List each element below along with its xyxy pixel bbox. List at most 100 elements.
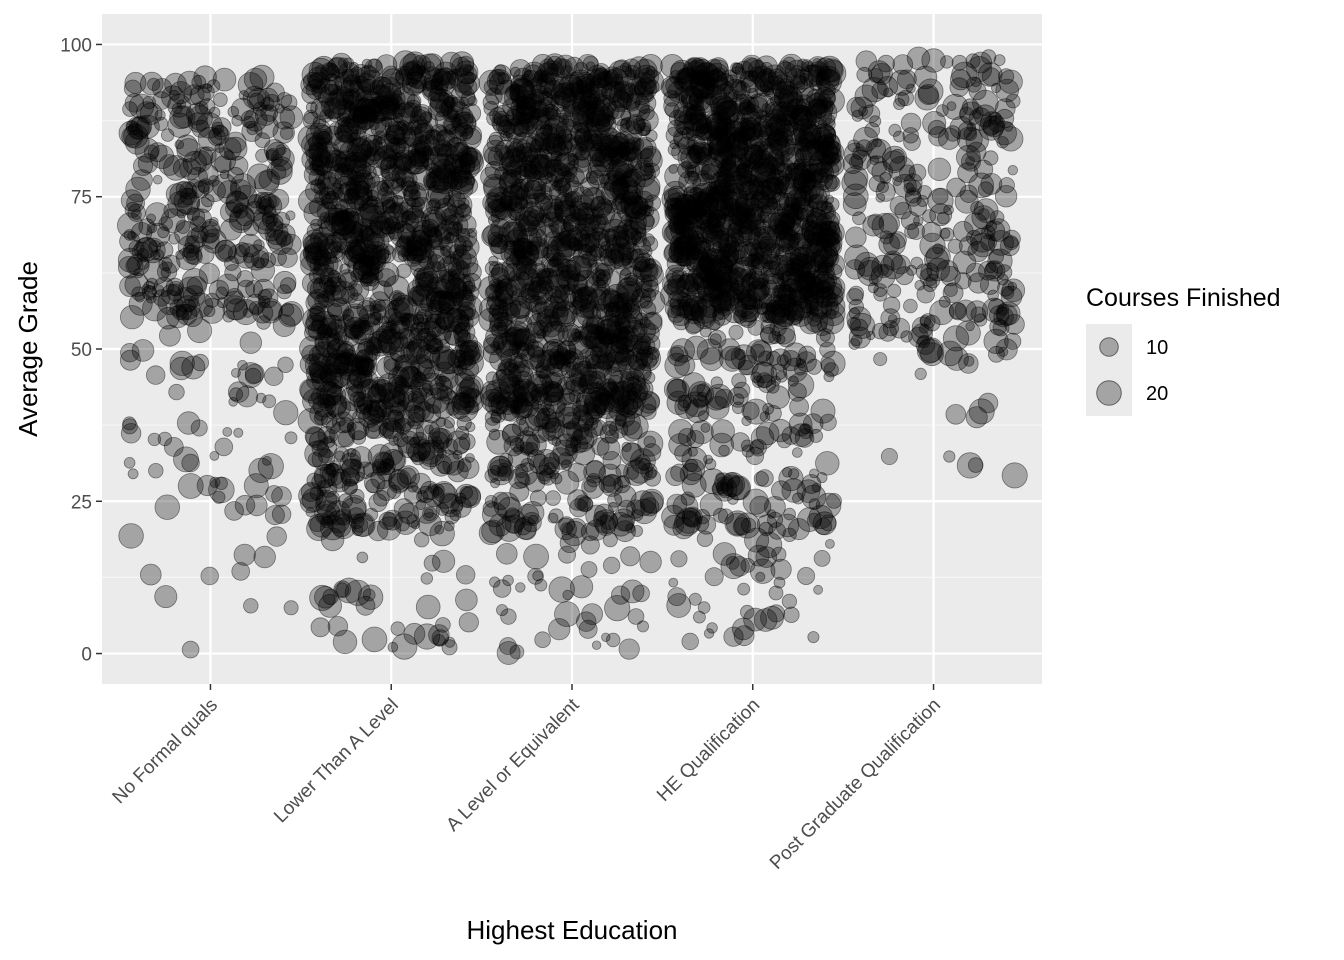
data-point — [262, 394, 277, 409]
data-point — [485, 283, 502, 300]
data-point — [164, 72, 187, 96]
data-point — [640, 491, 664, 515]
data-point — [894, 92, 910, 107]
data-point — [916, 194, 929, 207]
data-point — [330, 284, 342, 296]
data-point — [811, 482, 822, 493]
data-point — [145, 292, 157, 304]
data-point — [179, 181, 198, 200]
data-point — [140, 563, 162, 586]
data-point — [226, 287, 243, 305]
data-point — [527, 514, 539, 527]
data-point — [322, 371, 344, 393]
data-point — [337, 102, 360, 124]
data-point — [232, 202, 249, 219]
data-point — [120, 305, 145, 330]
data-point — [819, 341, 836, 359]
data-point — [337, 269, 357, 288]
data-point — [233, 543, 256, 566]
data-point — [820, 357, 836, 373]
data-point — [226, 166, 244, 184]
data-point — [908, 163, 927, 182]
data-point — [977, 208, 990, 221]
data-point — [190, 150, 213, 173]
data-point — [332, 629, 358, 655]
data-point — [128, 93, 155, 120]
data-point — [410, 238, 435, 263]
data-point — [131, 241, 153, 263]
data-point — [209, 124, 230, 146]
data-point — [276, 284, 292, 300]
data-point — [350, 354, 375, 379]
data-point — [411, 283, 436, 308]
data-point — [893, 130, 905, 143]
data-point — [265, 82, 285, 103]
data-point — [131, 286, 146, 301]
data-point — [788, 468, 800, 480]
data-point — [954, 189, 979, 214]
x-tick-label: Lower Than A Level — [270, 695, 403, 828]
data-point — [175, 250, 185, 260]
data-point — [230, 97, 255, 122]
data-point — [242, 85, 266, 110]
data-point — [488, 386, 511, 409]
data-point — [399, 467, 417, 485]
data-point — [201, 218, 221, 238]
data-point — [406, 197, 417, 208]
x-tick-label: No Formal quals — [109, 695, 222, 808]
data-point — [745, 280, 767, 302]
data-point — [279, 277, 296, 294]
data-point — [279, 105, 304, 129]
data-point — [605, 300, 631, 326]
data-point — [150, 249, 161, 261]
data-point — [326, 338, 349, 361]
data-point — [498, 174, 522, 197]
data-point — [848, 285, 865, 302]
data-point — [257, 453, 284, 480]
data-point — [168, 233, 180, 245]
data-point — [125, 119, 139, 133]
data-point — [624, 167, 635, 178]
data-point — [513, 237, 535, 260]
data-point — [260, 96, 275, 111]
data-point — [753, 608, 778, 632]
data-point — [258, 193, 283, 218]
data-point — [917, 78, 944, 105]
data-point — [119, 349, 141, 371]
data-point — [443, 154, 465, 176]
data-point — [186, 228, 207, 249]
data-point — [995, 78, 1019, 103]
data-point — [797, 567, 816, 586]
data-point — [363, 399, 374, 411]
data-point — [399, 312, 413, 326]
data-point — [516, 100, 532, 116]
data-point — [179, 158, 202, 181]
data-point — [753, 149, 764, 160]
data-point — [545, 490, 561, 506]
data-point — [143, 258, 170, 285]
data-point — [437, 306, 463, 333]
data-point — [402, 51, 428, 77]
data-point — [573, 202, 598, 228]
data-point — [196, 474, 218, 497]
data-point — [524, 116, 543, 135]
data-point — [373, 201, 388, 215]
data-point — [354, 65, 381, 92]
data-point — [183, 285, 206, 308]
data-point — [132, 155, 153, 176]
data-point — [816, 472, 828, 484]
data-point — [181, 640, 200, 659]
data-point — [323, 463, 336, 476]
data-point — [275, 144, 287, 156]
legend-title: Courses Finished — [1086, 284, 1281, 312]
data-point — [496, 604, 509, 617]
data-point — [183, 244, 200, 261]
data-point — [911, 316, 934, 339]
data-point — [775, 370, 788, 383]
data-point — [256, 315, 271, 330]
data-point — [340, 192, 365, 217]
data-point — [956, 452, 984, 479]
data-point — [214, 239, 238, 263]
data-point — [399, 197, 423, 221]
